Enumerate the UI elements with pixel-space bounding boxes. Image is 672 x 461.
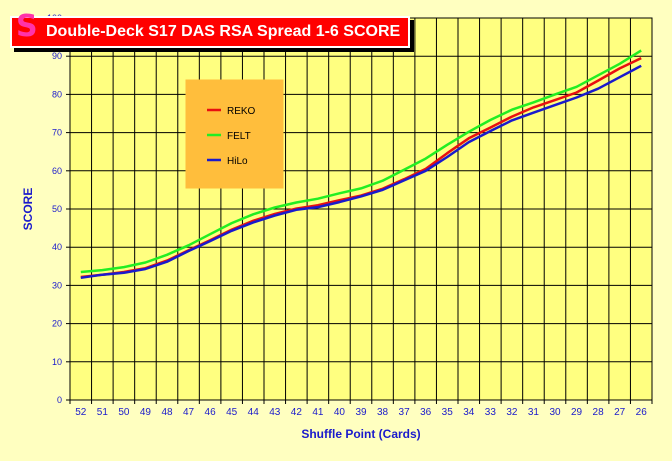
x-tick-label: 35 — [442, 407, 454, 418]
x-tick-label: 29 — [571, 407, 583, 418]
x-tick-label: 51 — [97, 407, 109, 418]
y-tick-label: 70 — [52, 128, 62, 138]
x-tick-label: 28 — [593, 407, 605, 418]
x-tick-label: 32 — [506, 407, 518, 418]
y-tick-label: 40 — [52, 242, 62, 252]
y-tick-label: 0 — [57, 395, 62, 405]
x-tick-label: 49 — [140, 407, 152, 418]
x-tick-label: 38 — [377, 407, 389, 418]
y-tick-label: 50 — [52, 204, 62, 214]
y-tick-label: 90 — [52, 51, 62, 61]
x-tick-label: 46 — [205, 407, 217, 418]
legend-box — [185, 79, 284, 189]
title-logo: S — [16, 9, 38, 44]
x-tick-label: 44 — [248, 407, 260, 418]
x-axis-label: Shuffle Point (Cards) — [301, 427, 420, 441]
x-tick-label: 31 — [528, 407, 540, 418]
x-tick-label: 36 — [420, 407, 432, 418]
y-tick-label: 20 — [52, 319, 62, 329]
y-tick-labels: 0102030405060708090100 — [47, 13, 62, 405]
x-tick-label: 45 — [226, 407, 238, 418]
x-tick-label: 33 — [485, 407, 497, 418]
x-tick-label: 37 — [399, 407, 411, 418]
x-tick-label: 47 — [183, 407, 195, 418]
series-lines — [80, 49, 642, 280]
legend: REKO FELT HiLo — [185, 79, 284, 189]
legend-label-felt: FELT — [227, 131, 251, 142]
chart-title-box: S Double-Deck S17 DAS RSA Spread 1-6 SCO… — [10, 12, 410, 48]
grid — [66, 17, 653, 404]
series-line-hilo — [80, 64, 642, 280]
legend-label-hilo: HiLo — [227, 156, 248, 167]
x-tick-label: 39 — [355, 407, 367, 418]
x-tick-label: 27 — [614, 407, 626, 418]
x-tick-label: 41 — [312, 407, 324, 418]
x-tick-label: 34 — [463, 407, 475, 418]
x-tick-label: 40 — [334, 407, 346, 418]
y-tick-label: 80 — [52, 89, 62, 99]
x-tick-label: 48 — [161, 407, 173, 418]
x-tick-labels: 52 51 50 49 48 47 46 45 44 43 42 41 40 39 38 37 36 35 34 33… — [75, 407, 647, 418]
x-tick-label: 52 — [75, 407, 87, 418]
legend-label-reko: REKO — [227, 106, 256, 117]
x-tick-label: 42 — [291, 407, 303, 418]
x-tick-label: 26 — [636, 407, 648, 418]
x-tick-label: 30 — [549, 407, 561, 418]
x-tick-label: 50 — [118, 407, 130, 418]
y-tick-label: 10 — [52, 357, 62, 367]
y-axis-label: SCORE — [21, 188, 35, 231]
series-line-felt — [80, 49, 642, 274]
y-tick-label: 30 — [52, 280, 62, 290]
x-tick-label: 43 — [269, 407, 281, 418]
y-tick-label: 60 — [52, 166, 62, 176]
chart-title: Double-Deck S17 DAS RSA Spread 1-6 SCORE — [46, 23, 401, 40]
